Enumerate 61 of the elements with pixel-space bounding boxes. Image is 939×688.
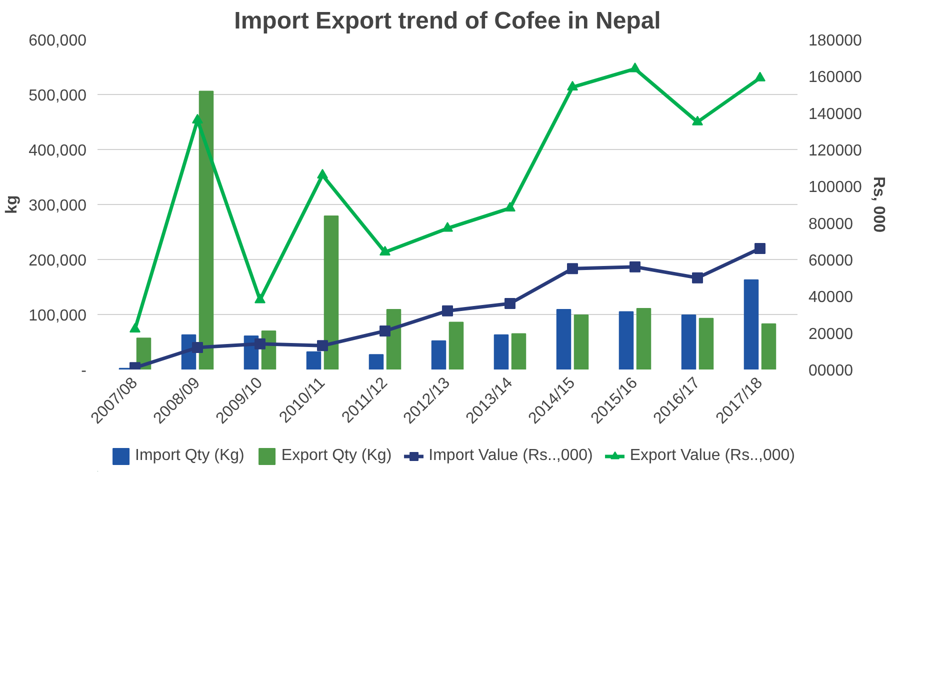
bar bbox=[636, 308, 652, 370]
y2-tick-label: 140000 bbox=[808, 106, 862, 123]
point bbox=[380, 326, 390, 336]
legend-label: Import Value (Rs..,000) bbox=[428, 447, 593, 465]
y2-tick-label: 120000 bbox=[808, 142, 862, 160]
bar bbox=[556, 309, 572, 370]
point bbox=[567, 80, 578, 91]
point bbox=[254, 294, 266, 304]
y-tick-label: 400,000 bbox=[28, 142, 87, 160]
chart-title: Import Export trend of Cofee in Nepal bbox=[234, 8, 661, 34]
bar bbox=[306, 351, 322, 370]
point bbox=[130, 322, 140, 333]
y2-tick-label: 40000 bbox=[808, 289, 854, 306]
point bbox=[442, 222, 453, 232]
point bbox=[692, 272, 703, 284]
y-axis-title: kg bbox=[4, 195, 21, 214]
bar bbox=[511, 333, 526, 370]
point bbox=[192, 342, 203, 353]
point bbox=[504, 202, 516, 212]
bar bbox=[494, 334, 509, 370]
y-tick-label: 600,000 bbox=[28, 32, 87, 50]
point bbox=[754, 72, 766, 82]
bar bbox=[681, 314, 696, 370]
y2-tick-label: 20000 bbox=[808, 326, 854, 343]
bar bbox=[744, 279, 759, 370]
bar bbox=[198, 90, 214, 370]
bar bbox=[368, 354, 384, 370]
point bbox=[380, 246, 390, 256]
point bbox=[192, 114, 203, 124]
y2-tick-label: 00000 bbox=[808, 362, 854, 380]
point bbox=[317, 340, 328, 352]
point bbox=[567, 263, 578, 274]
y2-axis-title: Rs, 000 bbox=[870, 176, 887, 233]
bar bbox=[618, 311, 634, 370]
y-tick-label: - bbox=[81, 362, 86, 380]
point bbox=[630, 62, 640, 72]
point bbox=[442, 305, 453, 316]
point bbox=[630, 261, 640, 272]
legend-label: Import Qty (Kg) bbox=[135, 447, 244, 465]
bar bbox=[431, 340, 446, 370]
y2-tick-label: 100000 bbox=[808, 179, 862, 196]
bar bbox=[574, 314, 589, 370]
y2-tick-label: 160000 bbox=[808, 69, 862, 86]
y2-tick-label: 80000 bbox=[808, 216, 854, 233]
point bbox=[754, 243, 766, 254]
bar bbox=[761, 323, 776, 370]
point bbox=[254, 338, 266, 350]
y2-tick-label: 180000 bbox=[808, 32, 862, 50]
legend-label: Export Value (Rs..,000) bbox=[630, 447, 795, 465]
legend-label: Export Qty (Kg) bbox=[281, 447, 392, 465]
bar bbox=[448, 322, 464, 370]
bar bbox=[698, 318, 714, 370]
point bbox=[317, 168, 328, 179]
point bbox=[692, 116, 703, 126]
point bbox=[504, 298, 516, 309]
y-tick-label: 500,000 bbox=[28, 88, 87, 104]
y-tick-label: 100,000 bbox=[28, 308, 87, 324]
y-tick-label: 200,000 bbox=[28, 252, 87, 270]
y-tick-label: 300,000 bbox=[28, 198, 87, 214]
y2-tick-label: 60000 bbox=[808, 252, 854, 270]
bar bbox=[324, 216, 339, 370]
